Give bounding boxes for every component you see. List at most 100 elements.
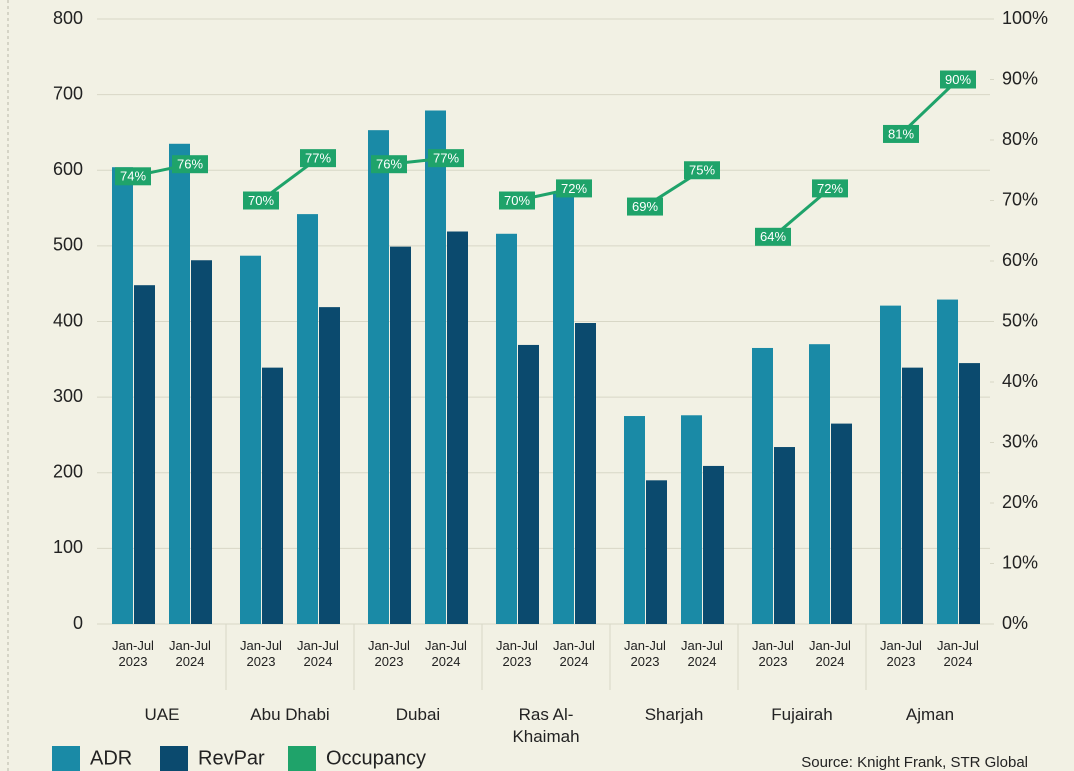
bar [553,193,574,624]
data-label: 77% [305,151,331,166]
group-label: Sharjah [644,705,704,724]
bar [703,465,724,624]
occupancy-marker [556,179,592,198]
occupancy-marker [371,155,407,174]
y2-tick-label: 100% [1002,8,1048,28]
bar [191,260,212,624]
x-tick-label: Jan-Jul 2024 [937,638,979,669]
occupancy-marker [115,167,151,186]
y2-tick-label: 70% [1002,189,1038,209]
x-tick-label: Jan-Jul 2024 [425,638,467,669]
occupancy-marker [883,124,919,143]
data-label: 76% [177,157,203,172]
occupancy-marker [300,149,336,168]
y2-tick-label: 10% [1002,552,1038,572]
bar [937,299,958,624]
occupancy-marker [627,197,663,216]
bar [390,246,411,624]
x-tick-label: Jan-Jul 2024 [809,638,851,669]
legend-label: RevPar [198,747,265,769]
y2-tick-label: 80% [1002,129,1038,149]
legend-swatch [160,746,188,771]
group-label: Abu Dhabi [250,705,330,724]
legend-swatch [52,746,80,771]
x-tick-label: Jan-Jul 2024 [553,638,595,669]
data-label: 72% [561,181,587,196]
bar [262,367,283,624]
bar [134,285,155,624]
data-label: 75% [689,163,715,178]
x-tick-label: Jan-Jul 2024 [169,638,211,669]
bar [368,130,389,624]
bar [959,363,980,624]
y-tick-label: 600 [53,159,83,179]
x-tick-label: Jan-Jul 2024 [681,638,723,669]
y2-tick-label: 20% [1002,492,1038,512]
y2-tick-label: 30% [1002,431,1038,451]
data-label: 77% [433,151,459,166]
bar [774,447,795,624]
bar [112,167,133,624]
bar [169,143,190,624]
occupancy-marker [684,161,720,180]
y2-tick-label: 90% [1002,68,1038,88]
bar [831,423,852,624]
y-tick-label: 500 [53,235,83,255]
bar [646,480,667,624]
occupancy-marker [243,191,279,210]
bar [447,231,468,624]
y-tick-label: 400 [53,310,83,330]
legend-label: Occupancy [326,747,426,769]
data-label: 70% [504,193,530,208]
bar [496,233,517,624]
y2-tick-label: 0% [1002,613,1028,633]
y-tick-label: 0 [73,613,83,633]
bar [752,347,773,624]
y2-tick-label: 60% [1002,250,1038,270]
bar [518,344,539,624]
y-tick-label: 800 [53,8,83,28]
source: Source: Knight Frank, STR Global [801,754,1028,771]
group-label: UAE [144,705,180,724]
bar [809,344,830,624]
bar [624,416,645,624]
data-label: 64% [760,229,786,244]
bar [681,415,702,624]
data-label: 81% [888,126,914,141]
x-tick-label: Jan-Jul 2023 [240,638,282,669]
group-label: Dubai [395,705,441,724]
y-tick-label: 200 [53,462,83,482]
group-label: Ajman [905,705,955,724]
occupancy-marker [428,149,464,168]
y-tick-label: 300 [53,386,83,406]
bar [902,367,923,624]
x-tick-label: Jan-Jul 2023 [368,638,410,669]
legend-label: ADR [90,747,132,769]
x-tick-label: Jan-Jul 2023 [496,638,538,669]
group-label: Fujairah [771,705,833,724]
bar [575,323,596,624]
x-tick-label: Jan-Jul 2023 [752,638,794,669]
x-tick-label: Jan-Jul 2023 [624,638,666,669]
data-label: 70% [248,193,274,208]
bar [297,214,318,625]
legend-swatch [288,746,316,771]
bar [425,110,446,625]
y-tick-label: 100 [53,537,83,557]
data-label: 69% [632,199,658,214]
data-label: 74% [120,169,146,184]
bar [319,307,340,624]
occupancy-line [899,78,960,136]
x-tick-label: Jan-Jul 2023 [880,638,922,669]
group-label: Ras Al-Khaimah [512,705,580,746]
y2-tick-label: 40% [1002,371,1038,391]
bar [240,255,261,625]
y-tick-label: 700 [53,83,83,103]
occupancy-marker [940,70,976,89]
occupancy-marker [499,191,535,210]
data-label: 76% [376,157,402,172]
x-tick-label: Jan-Jul 2023 [112,638,154,669]
occupancy-marker [812,179,848,198]
